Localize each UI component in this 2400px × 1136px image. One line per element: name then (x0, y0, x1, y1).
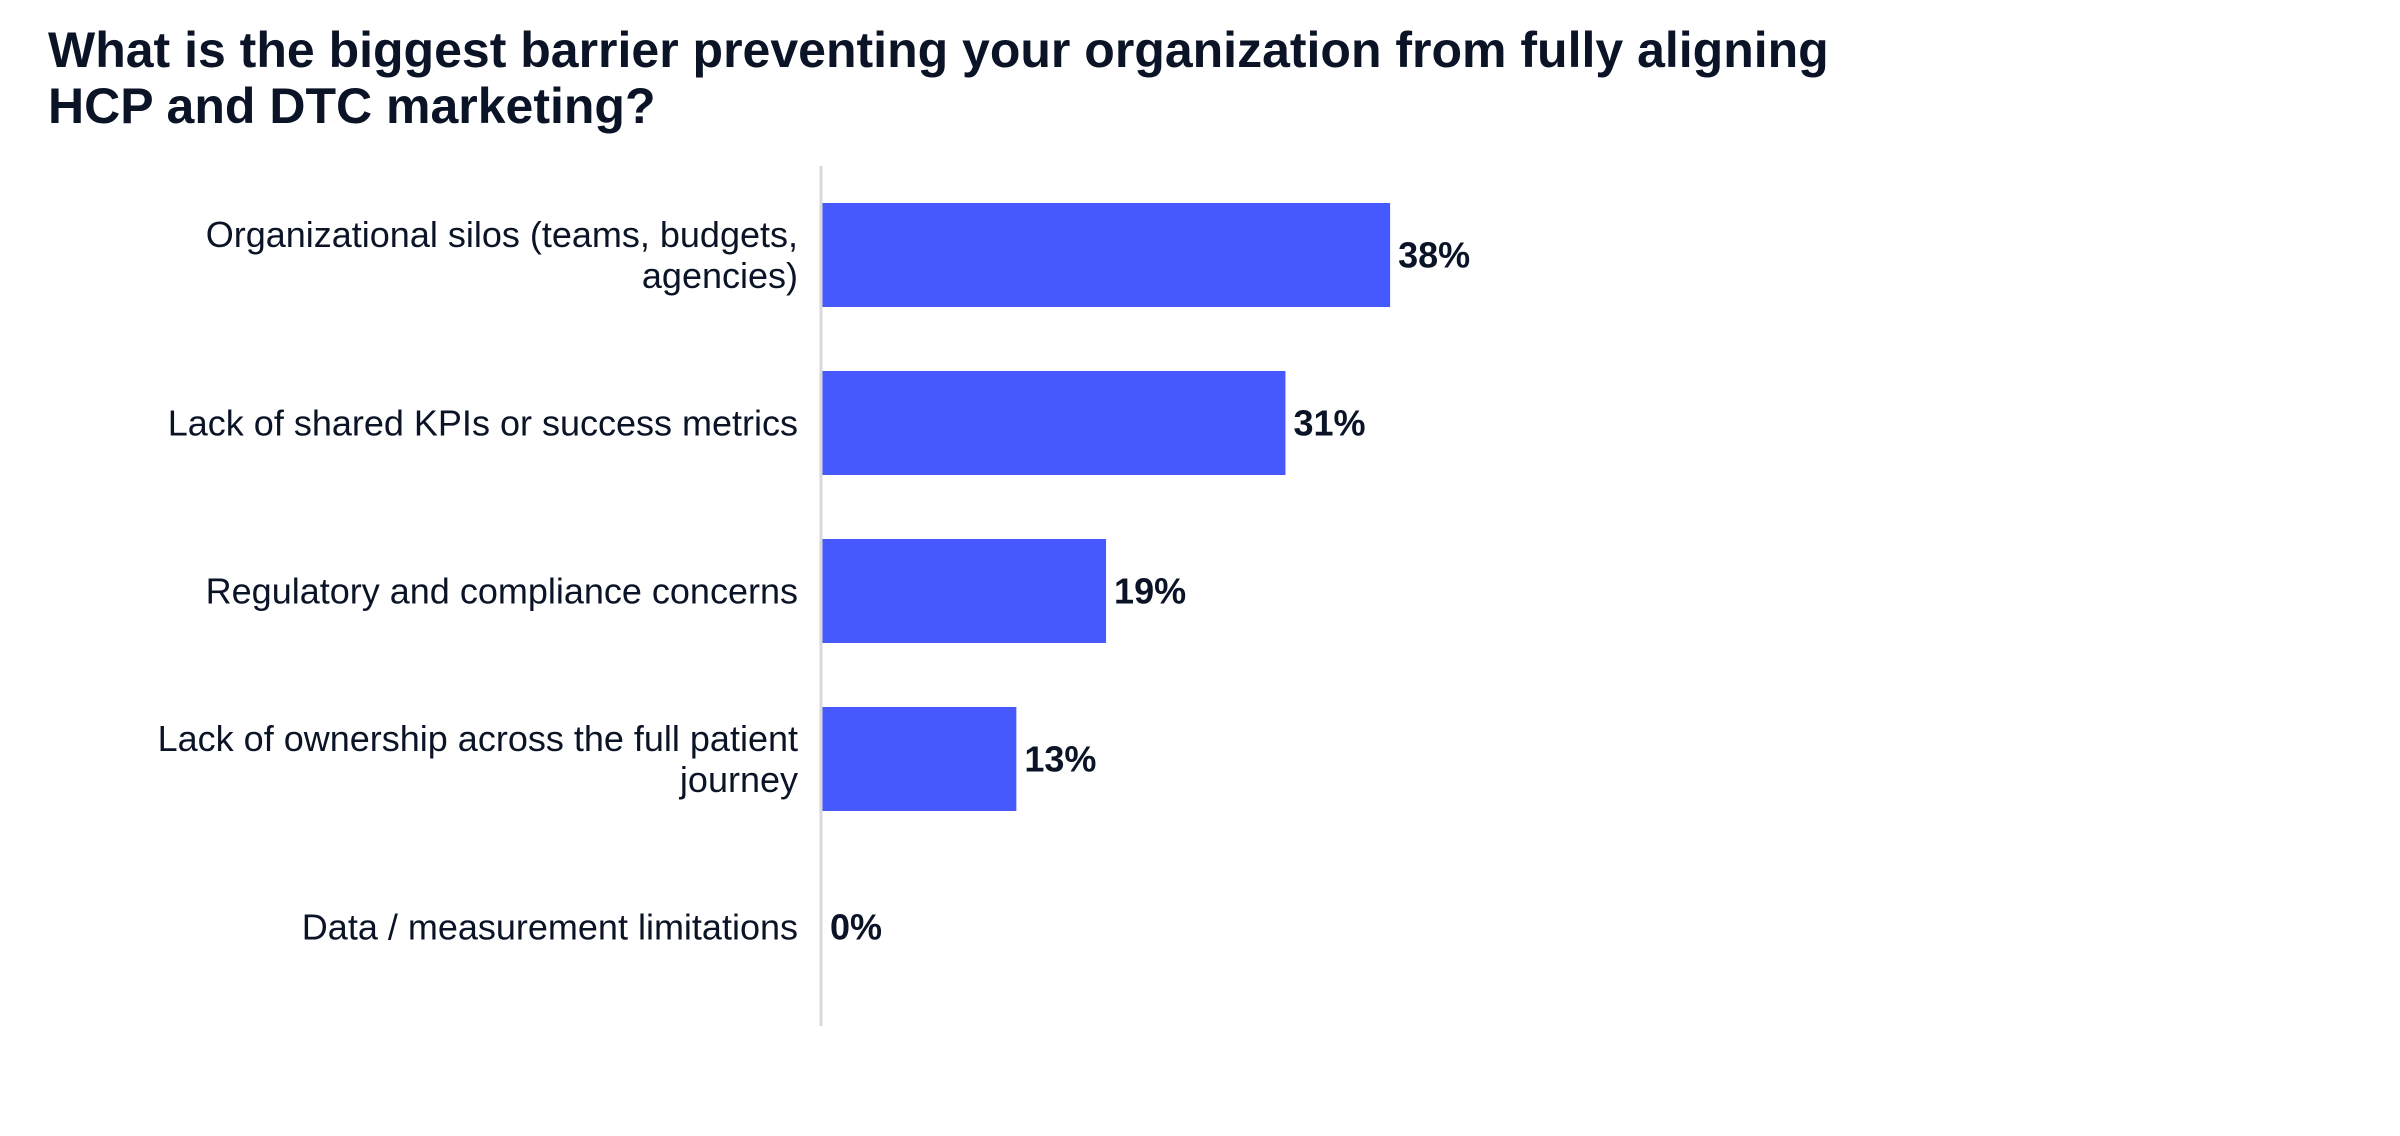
value-label-2: 19% (1114, 571, 1186, 612)
category-label-3: Lack of ownership across the full patien… (158, 718, 798, 800)
category-label-0-line-0: Organizational silos (teams, budgets, (206, 214, 798, 255)
chart-title-line-2: HCP and DTC marketing? (48, 78, 656, 134)
category-label-2: Regulatory and compliance concerns (206, 571, 798, 612)
chart-title: What is the biggest barrier preventing y… (48, 22, 1948, 134)
category-label-3-line-0: Lack of ownership across the full patien… (158, 718, 798, 759)
category-label-0-line-1: agencies) (642, 255, 798, 296)
value-label-3: 13% (1024, 739, 1096, 780)
category-label-4-line-0: Data / measurement limitations (302, 907, 798, 948)
category-label-1: Lack of shared KPIs or success metrics (168, 403, 798, 444)
category-label-1-line-0: Lack of shared KPIs or success metrics (168, 403, 798, 444)
value-label-4: 0% (830, 907, 882, 948)
bar-0 (822, 203, 1391, 307)
category-label-0: Organizational silos (teams, budgets, age… (206, 214, 798, 296)
bar-2 (822, 539, 1107, 643)
category-label-4: Data / measurement limitations (302, 907, 798, 948)
bars-layer: 38% Organizational silos (teams, budgets,… (158, 203, 1470, 948)
bar-3 (822, 707, 1017, 811)
category-label-3-line-1: journey (679, 759, 798, 800)
bar-1 (822, 371, 1286, 475)
value-label-0: 38% (1398, 235, 1470, 276)
value-label-1: 31% (1293, 403, 1365, 444)
chart-title-line-1: What is the biggest barrier preventing y… (48, 22, 1829, 78)
category-label-2-line-0: Regulatory and compliance concerns (206, 571, 798, 612)
